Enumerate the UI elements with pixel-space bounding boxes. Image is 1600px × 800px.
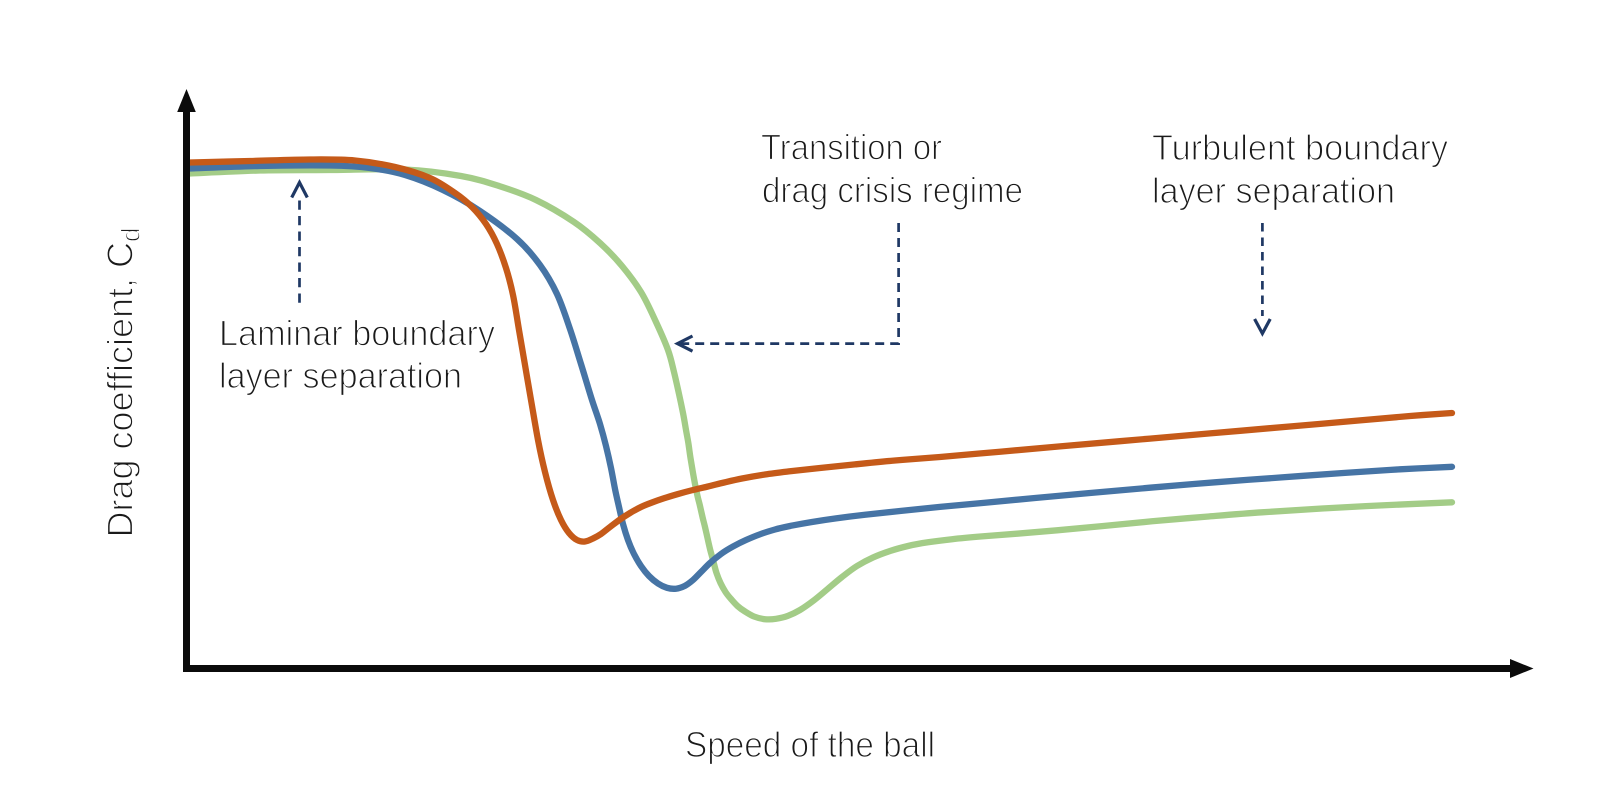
svg-text:Laminar boundary: Laminar boundary	[219, 313, 495, 354]
svg-text:Speed of the ball: Speed of the ball	[685, 724, 935, 765]
svg-text:drag crisis regime: drag crisis regime	[762, 170, 1023, 211]
svg-text:Drag coefficient, Cd: Drag coefficient, Cd	[100, 228, 146, 538]
svg-text:layer separation: layer separation	[219, 355, 462, 396]
svg-text:layer separation: layer separation	[1152, 170, 1395, 211]
svg-text:Transition or: Transition or	[761, 127, 942, 168]
svg-text:Turbulent boundary: Turbulent boundary	[1152, 127, 1448, 168]
